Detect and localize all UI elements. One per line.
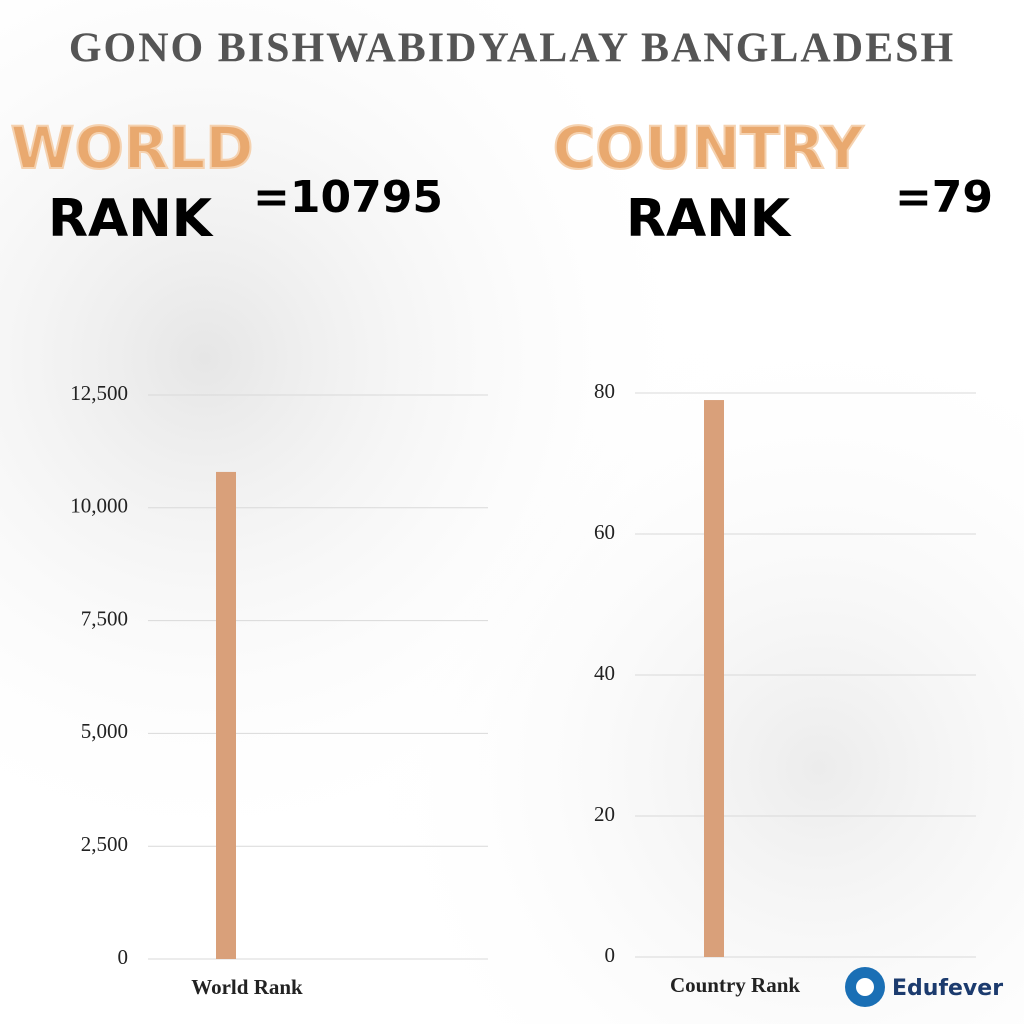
y-tick-label: 2,500 bbox=[81, 832, 128, 856]
x-tick-label: Country Rank bbox=[670, 973, 800, 997]
panel-heading: WORLD bbox=[10, 114, 253, 182]
y-tick-label: 60 bbox=[594, 520, 615, 544]
panel-heading: RANK bbox=[48, 189, 214, 249]
y-tick-label: 80 bbox=[594, 379, 615, 403]
panel-heading: COUNTRY bbox=[553, 114, 865, 182]
y-tick-label: 7,500 bbox=[81, 606, 128, 630]
value-label: =79 bbox=[895, 172, 993, 223]
page-title: GONO BISHWABIDYALAY BANGLADESH bbox=[69, 26, 955, 72]
logo-icon bbox=[856, 978, 874, 996]
logo: Edufever bbox=[845, 967, 1003, 1007]
x-tick-label: World Rank bbox=[191, 975, 303, 999]
y-tick-label: 5,000 bbox=[81, 719, 128, 743]
bar bbox=[704, 400, 724, 957]
y-tick-label: 0 bbox=[118, 945, 129, 969]
logo-text: Edufever bbox=[892, 976, 1003, 1001]
y-tick-label: 20 bbox=[594, 802, 615, 826]
value-label: =10795 bbox=[253, 172, 443, 223]
y-tick-label: 0 bbox=[605, 943, 616, 967]
bar bbox=[216, 471, 236, 959]
y-tick-label: 10,000 bbox=[70, 494, 128, 518]
panel-heading: RANK bbox=[626, 189, 792, 249]
y-tick-label: 40 bbox=[594, 661, 615, 685]
y-tick-label: 12,500 bbox=[70, 381, 128, 405]
